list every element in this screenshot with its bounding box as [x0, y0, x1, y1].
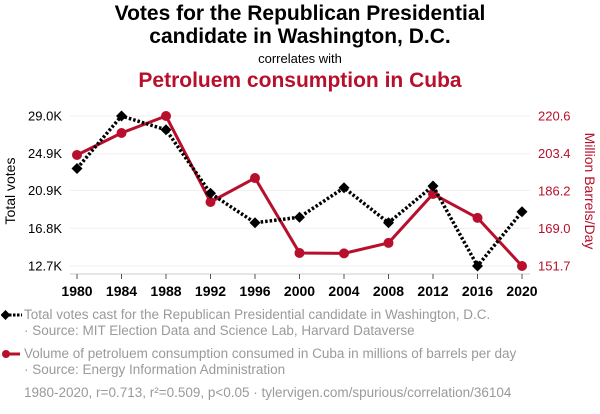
votes-point — [516, 206, 528, 218]
x-tick-label: 1984 — [106, 283, 137, 299]
y-tick-label-right: 220.6 — [538, 109, 571, 124]
x-tick-label: 2000 — [284, 283, 315, 299]
votes-point — [427, 180, 439, 192]
y-axis-right-label: Million Barrels/Day — [582, 133, 598, 250]
x-tick-label: 1996 — [239, 283, 270, 299]
y-tick-label-right: 186.2 — [538, 183, 571, 198]
legend-petroleum-label: Volume of petroluem consumption consumed… — [24, 346, 517, 361]
footer-stats: 1980-2020, r=0.713, r²=0.509, p<0.05 · t… — [24, 385, 512, 400]
x-tick-label: 1980 — [61, 283, 92, 299]
legend-item-votes: Total votes cast for the Republican Pres… — [24, 307, 490, 339]
x-tick-label: 2008 — [373, 283, 404, 299]
votes-point — [160, 124, 172, 136]
votes-point — [116, 110, 127, 122]
y-tick-label-left: 20.9K — [28, 183, 62, 198]
votes-point — [205, 187, 216, 199]
petroleum-point — [339, 248, 349, 259]
votes-point — [472, 260, 483, 272]
y-axis-left-label: Total votes — [2, 158, 18, 225]
votes-point — [338, 182, 350, 194]
petroleum-point — [72, 149, 82, 160]
legend-petroleum-source: · Source: Energy Information Administrat… — [24, 362, 286, 377]
votes-line — [75, 113, 524, 270]
x-tick-label: 2012 — [417, 283, 448, 299]
series-petroleum — [72, 111, 527, 271]
petroleum-point — [383, 237, 394, 248]
y-tick-label-left: 24.9K — [28, 146, 62, 161]
chart-title: Votes for the Republican Presidential ca… — [0, 2, 600, 48]
chart-connector-text: correlates with — [258, 51, 342, 66]
petroleum-point — [116, 127, 127, 138]
petroleum-point — [161, 111, 171, 121]
y-tick-label-left: 16.8K — [28, 221, 62, 236]
legend-swatch-votes — [1, 310, 22, 320]
x-tick-label: 2016 — [462, 283, 493, 299]
votes-point — [249, 217, 261, 229]
y-tick-label-right: 169.0 — [538, 221, 571, 236]
petroleum-point — [517, 261, 527, 271]
y-axis-right-ticks: 220.6 203.4 186.2 169.0 151.7 — [538, 109, 571, 274]
legend-votes-label: Total votes cast for the Republican Pres… — [24, 307, 491, 322]
x-axis-ticks: 1980 1984 1988 1992 1996 2000 2004 2008 2012 2016… — [61, 274, 538, 299]
votes-point — [71, 162, 83, 174]
gridlines — [70, 115, 530, 267]
y-axis-left-ticks: 29.0K 24.9K 20.9K 16.8K 12.7K — [28, 109, 62, 274]
y-tick-label-right: 203.4 — [538, 146, 571, 161]
petroleum-point — [250, 173, 260, 184]
votes-point — [383, 217, 394, 229]
chart-title-line1: Votes for the Republican Presidential — [114, 2, 486, 25]
petroleum-point — [294, 247, 305, 258]
petroleum-point — [472, 212, 483, 223]
legend-votes-source: · Source: MIT Election Data and Science … — [24, 323, 415, 338]
y-tick-label-left: 12.7K — [28, 259, 62, 274]
y-tick-label-right: 151.7 — [538, 259, 571, 274]
petroleum-point — [205, 196, 216, 207]
legend-item-petroleum: Volume of petroluem consumption consumed… — [24, 346, 516, 378]
chart-title-line2: candidate in Washington, D.C. — [149, 25, 451, 48]
x-tick-label: 2020 — [506, 283, 537, 299]
y-tick-label-left: 29.0K — [28, 109, 62, 124]
legend-swatch-petroleum — [2, 350, 20, 358]
x-tick-label: 1988 — [150, 283, 181, 299]
votes-point — [294, 211, 305, 223]
series-votes — [71, 110, 528, 272]
x-tick-label: 1992 — [195, 283, 226, 299]
chart-title-secondary: Petroluem consumption in Cuba — [138, 69, 462, 92]
x-tick-label: 2004 — [328, 283, 359, 299]
